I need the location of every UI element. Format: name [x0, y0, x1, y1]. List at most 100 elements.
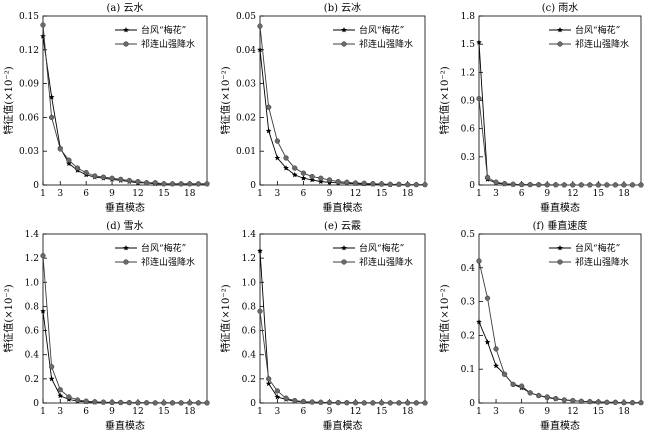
- series-line-1: [478, 260, 641, 404]
- panel-4: (e) 云霰 0 0.2 0.4 0.6 0.8 1.0 1.2 1.4 1 3 6 9 12 15 18 垂直…: [219, 220, 428, 432]
- data-point-star: [265, 380, 272, 387]
- x-tick-label: 12: [350, 407, 361, 417]
- panel-title: (a) 云水: [107, 2, 144, 14]
- x-tick-label: 15: [158, 189, 170, 199]
- data-point-circle: [612, 182, 619, 188]
- data-point-star: [300, 175, 307, 181]
- legend-marker-star: [341, 27, 347, 33]
- panel-3: (d) 雪水 0 0.2 0.4 0.6 0.8 1.0 1.2 1.4 1 3 6 9 12 15 18 垂直…: [2, 220, 210, 432]
- data-point-circle: [604, 399, 610, 405]
- y-tick-label: 0.3: [461, 298, 476, 308]
- y-axis-label: 特征值(×10⁻²): [2, 66, 15, 134]
- data-point-circle: [266, 104, 272, 110]
- data-point-circle: [561, 182, 567, 188]
- x-tick-label: 12: [132, 189, 143, 199]
- y-tick-label: 0.4: [242, 351, 257, 361]
- legend-label-0: 台风“梅花”: [575, 24, 620, 36]
- data-point-circle: [518, 383, 525, 389]
- data-point-circle: [396, 181, 402, 187]
- legend-marker-star: [557, 245, 563, 251]
- legend-label-0: 台风“梅花”: [141, 242, 186, 254]
- data-point-circle: [83, 169, 89, 176]
- data-point-circle: [361, 180, 367, 186]
- data-point-circle: [510, 181, 516, 187]
- data-point-circle: [195, 181, 202, 187]
- data-point-circle: [152, 400, 158, 406]
- panel-title: (e) 云霰: [324, 220, 361, 232]
- x-tick-label: 3: [493, 189, 499, 199]
- x-tick-label: 18: [618, 407, 630, 417]
- legend-label-0: 台风“梅花”: [141, 24, 186, 36]
- data-point-circle: [178, 400, 184, 406]
- x-tick-label: 6: [83, 407, 89, 417]
- x-tick-label: 18: [618, 189, 630, 199]
- legend-label-0: 台风“梅花”: [575, 242, 620, 254]
- x-tick-label: 9: [327, 189, 333, 199]
- y-axis-label: 特征值(×10⁻²): [2, 284, 15, 352]
- data-point-circle: [152, 180, 158, 186]
- panel-1: (b) 云冰 0 0.01 0.02 0.03 0.04 0.05 1 3 6 9 12 15 18 垂直模…: [219, 1, 428, 214]
- data-point-circle: [74, 165, 81, 171]
- data-point-circle: [352, 180, 359, 186]
- y-tick-label: 1.5: [461, 40, 476, 50]
- data-point-star: [274, 393, 281, 400]
- data-point-circle: [484, 295, 491, 301]
- data-point-circle: [344, 179, 350, 185]
- x-tick-label: 18: [184, 189, 196, 199]
- data-point-circle: [318, 399, 324, 405]
- data-point-circle: [396, 400, 402, 406]
- data-point-circle: [413, 400, 419, 406]
- y-axis-label: 特征值(×10⁻²): [438, 284, 451, 352]
- data-point-circle: [413, 182, 419, 188]
- data-point-circle: [274, 138, 281, 144]
- data-point-circle: [638, 400, 644, 406]
- x-tick-label: 15: [376, 189, 388, 199]
- x-tick-label: 1: [257, 189, 263, 199]
- y-tick-label: 0: [469, 181, 475, 191]
- data-point-circle: [274, 388, 281, 394]
- data-point-circle: [326, 177, 333, 183]
- legend-label-0: 台风“梅花”: [359, 242, 404, 254]
- data-point-circle: [92, 173, 98, 179]
- x-tick-label: 6: [519, 189, 525, 199]
- data-point-circle: [378, 181, 385, 187]
- x-tick-label: 15: [593, 407, 605, 417]
- data-point-star: [40, 308, 46, 314]
- x-tick-label: 18: [184, 407, 196, 417]
- data-point-star: [309, 176, 315, 183]
- x-tick-label: 12: [567, 407, 578, 417]
- data-point-circle: [92, 399, 98, 405]
- data-point-circle: [629, 182, 636, 188]
- data-point-circle: [587, 398, 593, 405]
- data-point-circle: [309, 173, 315, 180]
- data-point-circle: [544, 394, 550, 400]
- data-point-circle: [587, 182, 593, 188]
- y-tick-label: 0.09: [19, 80, 39, 90]
- y-tick-label: 0.15: [19, 12, 39, 22]
- data-point-circle: [493, 346, 499, 352]
- data-point-circle: [544, 182, 550, 188]
- data-point-circle: [561, 397, 567, 403]
- data-point-circle: [604, 182, 610, 188]
- data-point-circle: [387, 181, 393, 187]
- data-point-circle: [527, 390, 533, 396]
- data-point-circle: [135, 400, 141, 406]
- y-tick-label: 0.06: [19, 113, 39, 123]
- data-point-circle: [66, 157, 72, 163]
- data-point-circle: [370, 180, 376, 187]
- y-tick-label: 0.6: [242, 327, 257, 337]
- data-point-star: [493, 362, 499, 369]
- data-point-circle: [300, 398, 307, 405]
- legend-marker-circle: [557, 259, 563, 265]
- data-point-circle: [621, 400, 627, 406]
- data-point-circle: [187, 181, 193, 187]
- legend-marker-star: [123, 27, 129, 33]
- legend-marker-circle: [557, 41, 563, 47]
- data-point-circle: [118, 399, 124, 406]
- y-tick-label: 0.6: [25, 327, 40, 337]
- data-point-circle: [292, 165, 298, 171]
- data-point-circle: [344, 400, 350, 406]
- data-point-circle: [48, 364, 55, 370]
- data-point-circle: [309, 399, 315, 405]
- x-tick-label: 12: [350, 189, 361, 199]
